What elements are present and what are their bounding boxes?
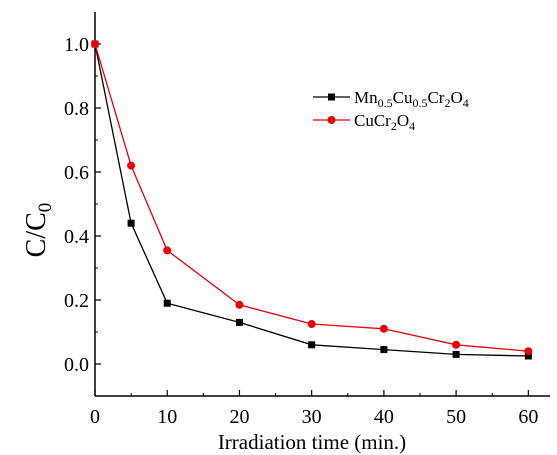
data-point: [307, 320, 316, 328]
data-point: [524, 347, 533, 356]
data-point: [235, 300, 244, 309]
y-axis-label: C/C0: [21, 203, 56, 258]
legend-marker: [327, 116, 336, 124]
legend-label: Mn0.5Cu0.5Cr2O4: [354, 88, 469, 110]
legend-label: CuCr2O4: [354, 111, 415, 133]
data-point: [452, 340, 461, 349]
data-point: [235, 318, 243, 326]
data-point: [524, 352, 532, 360]
x-tick-label: 60: [518, 406, 538, 428]
data-point: [91, 40, 99, 48]
series-2: [91, 40, 533, 356]
axes: [94, 12, 550, 397]
data-point: [380, 346, 388, 354]
x-tick-label: 30: [302, 406, 322, 428]
series-1: [91, 40, 532, 360]
data-point: [379, 324, 388, 333]
x-tick-label: 20: [229, 406, 249, 428]
y-tick-label: 0.0: [64, 354, 89, 376]
data-point: [308, 341, 316, 349]
series-line: [94, 43, 529, 352]
y-tick-label: 0.8: [64, 98, 89, 120]
y-tick-label: 0.6: [64, 162, 89, 184]
x-tick-label: 0: [90, 406, 100, 428]
data-point: [452, 350, 460, 358]
legend-entry-2: CuCr2O4: [313, 111, 415, 133]
legend-marker: [328, 93, 335, 101]
data-point: [163, 299, 171, 307]
x-axis-label: Irradiation time (min.): [218, 430, 406, 454]
x-tick-label: 10: [157, 406, 177, 428]
ticks: 0 10 20 30 40 50 60 0.0 0.2 0.4 0.6 0.8 1.0: [64, 34, 538, 428]
series-line: [94, 43, 529, 357]
data-point: [127, 219, 135, 227]
y-tick-label: 0.2: [64, 290, 89, 312]
series-layer: [91, 40, 533, 360]
legend-entry-1: Mn0.5Cu0.5Cr2O4: [313, 88, 469, 110]
y-tick-label: 1.0: [64, 34, 89, 56]
data-point: [163, 246, 172, 255]
x-tick-label: 50: [446, 406, 466, 428]
data-point: [127, 161, 136, 170]
y-tick-label: 0.4: [64, 226, 89, 248]
x-tick-label: 40: [374, 406, 394, 428]
